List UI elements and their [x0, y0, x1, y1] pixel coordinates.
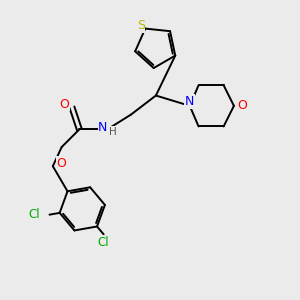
Text: N: N — [98, 122, 108, 134]
Text: O: O — [57, 157, 67, 170]
Text: H: H — [109, 127, 116, 137]
Text: O: O — [237, 99, 247, 112]
Text: Cl: Cl — [28, 208, 40, 221]
Text: O: O — [60, 98, 70, 111]
Text: Cl: Cl — [98, 236, 109, 249]
Text: S: S — [137, 19, 145, 32]
Text: N: N — [185, 95, 194, 108]
